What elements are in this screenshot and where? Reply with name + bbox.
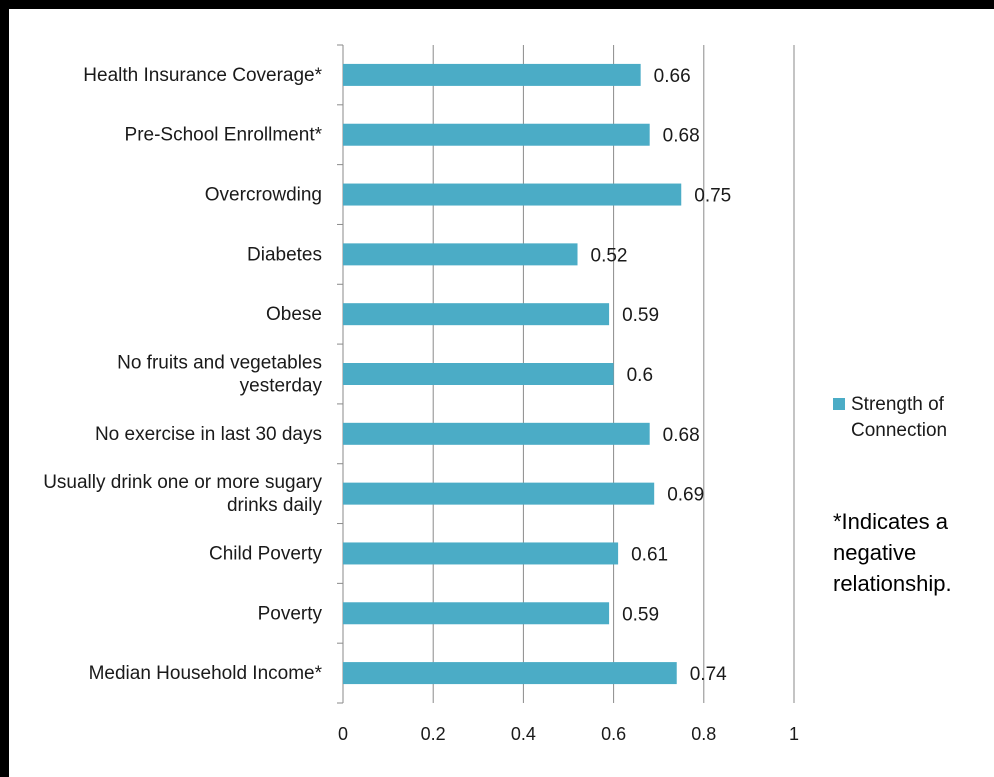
bar-10 — [343, 602, 610, 625]
data-label: 0.69 — [667, 485, 704, 506]
category-label: Obese — [266, 304, 322, 325]
data-label: 0.75 — [694, 186, 731, 207]
x-tick-label: 0.2 — [421, 724, 446, 744]
legend: Strength of Connection — [833, 392, 981, 444]
data-label: 0.6 — [627, 365, 653, 386]
bar-4 — [343, 243, 578, 266]
x-tick-label: 0.6 — [601, 724, 626, 744]
category-label: No fruits and vegetables — [117, 353, 322, 374]
x-tick-label: 0.4 — [511, 724, 536, 744]
bar-8 — [343, 482, 655, 505]
data-label: 0.68 — [663, 425, 700, 446]
bar-11 — [343, 662, 677, 685]
bar-2 — [343, 123, 650, 146]
category-label: No exercise in last 30 days — [95, 424, 322, 445]
bar-9 — [343, 542, 619, 565]
x-tick-label: 1 — [789, 724, 799, 744]
category-label: yesterday — [240, 376, 323, 397]
bar-5 — [343, 303, 610, 326]
bar-1 — [343, 63, 641, 86]
category-label: Usually drink one or more sugary — [43, 472, 322, 493]
x-tick-label: 0 — [338, 724, 348, 744]
x-tick-label: 0.8 — [691, 724, 716, 744]
data-label: 0.52 — [591, 245, 628, 266]
data-label: 0.59 — [622, 604, 659, 625]
category-label: drinks daily — [227, 495, 323, 516]
category-label: Overcrowding — [205, 185, 322, 206]
bar-6 — [343, 363, 614, 385]
category-label: Median Household Income* — [89, 663, 323, 684]
bar-3 — [343, 183, 682, 206]
category-label: Pre-School Enrollment* — [125, 125, 323, 146]
negative-relationship-note: *Indicates a negative relationship. — [833, 509, 952, 596]
bar-7 — [343, 422, 650, 445]
data-label: 0.59 — [622, 305, 659, 326]
data-label: 0.61 — [631, 544, 668, 565]
legend-label: Strength of Connection — [851, 394, 948, 441]
category-label: Child Poverty — [209, 543, 322, 564]
category-label: Health Insurance Coverage* — [83, 65, 322, 86]
legend-swatch — [833, 398, 845, 410]
category-label: Diabetes — [247, 244, 322, 265]
data-label: 0.74 — [690, 664, 727, 685]
data-label: 0.68 — [663, 126, 700, 147]
data-label: 0.66 — [654, 66, 691, 87]
category-label: Poverty — [258, 603, 323, 624]
